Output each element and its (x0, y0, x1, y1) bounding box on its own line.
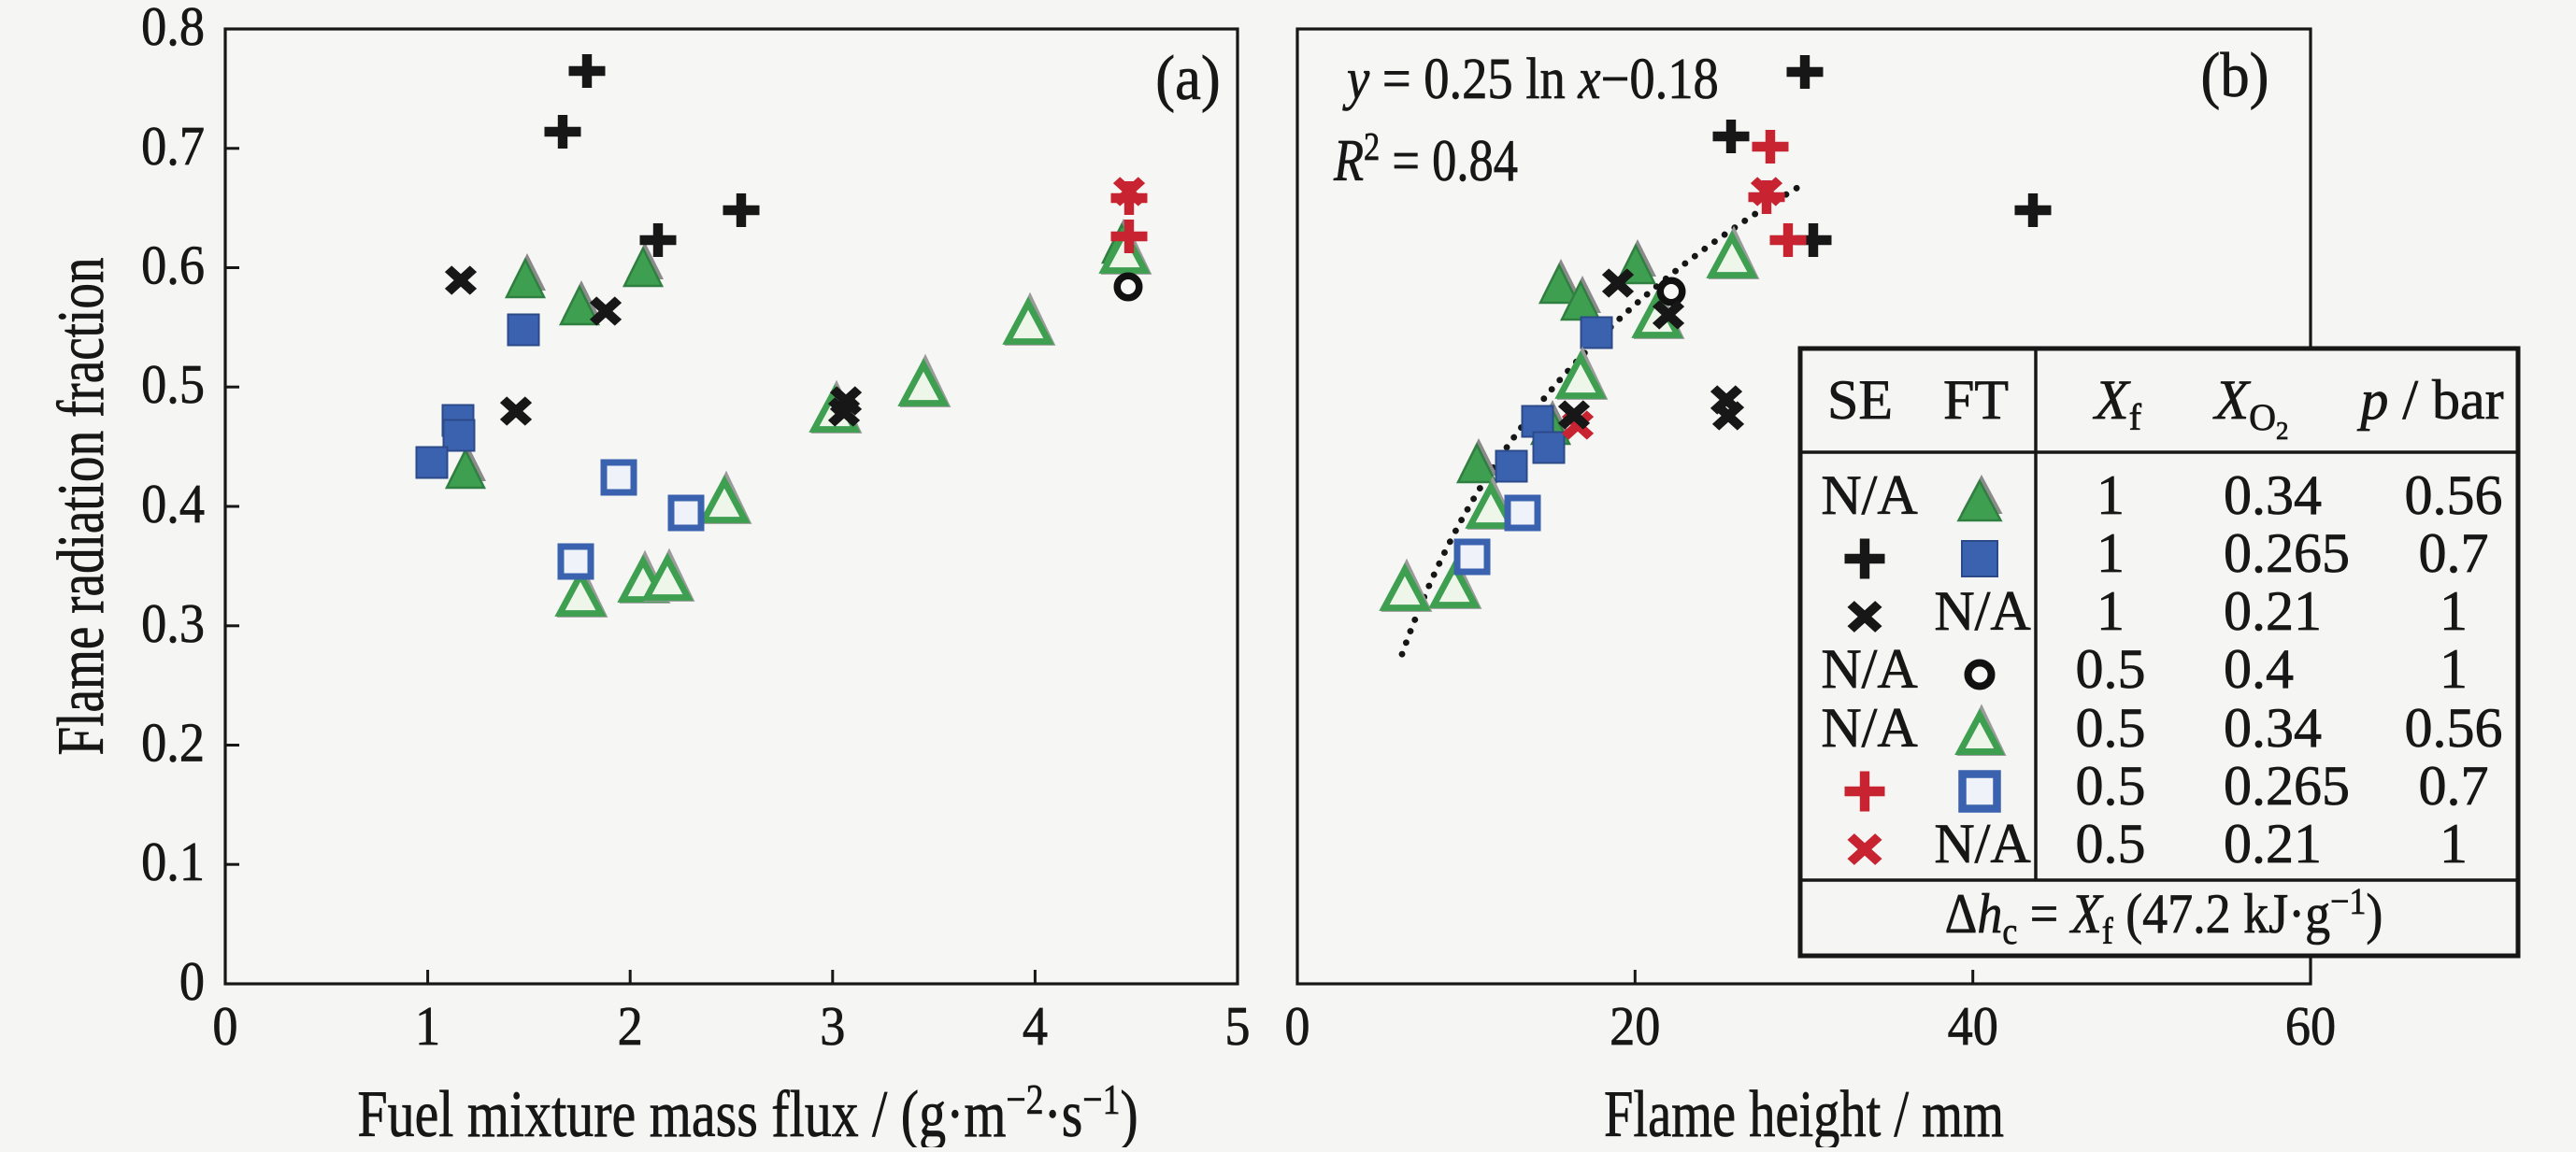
svg-text:2: 2 (618, 996, 643, 1058)
svg-text:1: 1 (2097, 522, 2125, 584)
svg-text:0.34: 0.34 (2224, 464, 2322, 526)
svg-text:60: 60 (2285, 996, 2336, 1058)
svg-text:Flame radiation fraction: Flame radiation fraction (43, 258, 117, 756)
svg-text:R2 = 0.84: R2 = 0.84 (1333, 126, 1518, 193)
svg-text:0.5: 0.5 (2076, 638, 2146, 700)
svg-text:0.5: 0.5 (2076, 697, 2146, 759)
svg-text:0.5: 0.5 (2076, 813, 2146, 875)
svg-text:N/A: N/A (1821, 638, 1917, 700)
svg-text:5: 5 (1224, 996, 1250, 1058)
svg-text:0.8: 0.8 (141, 0, 205, 58)
svg-text:(a): (a) (1155, 44, 1220, 114)
svg-text:1: 1 (2440, 638, 2468, 700)
svg-text:0.2: 0.2 (141, 712, 205, 774)
svg-text:40: 40 (1948, 996, 1998, 1058)
svg-text:3: 3 (820, 996, 845, 1058)
svg-text:0.7: 0.7 (2419, 755, 2489, 817)
svg-text:0.265: 0.265 (2224, 522, 2350, 584)
svg-text:0.21: 0.21 (2224, 580, 2322, 642)
svg-text:Xf: Xf (2093, 369, 2142, 438)
svg-text:XO2: XO2 (2212, 369, 2288, 445)
svg-text:0.21: 0.21 (2224, 813, 2322, 875)
svg-text:0.7: 0.7 (141, 116, 205, 178)
svg-text:N/A: N/A (1821, 464, 1917, 526)
svg-text:0.34: 0.34 (2224, 697, 2322, 759)
svg-text:Flame height / mm: Flame height / mm (1604, 1077, 2004, 1147)
svg-text:N/A: N/A (1934, 813, 2030, 875)
svg-text:0.56: 0.56 (2405, 697, 2503, 759)
svg-text:FT: FT (1943, 369, 2009, 431)
svg-text:0.4: 0.4 (2224, 638, 2294, 700)
svg-text:p / bar: p / bar (2356, 369, 2503, 431)
svg-text:1: 1 (2440, 580, 2468, 642)
svg-text:N/A: N/A (1934, 580, 2030, 642)
svg-text:(b): (b) (2201, 41, 2269, 111)
svg-text:1: 1 (2440, 813, 2468, 875)
svg-text:1: 1 (2097, 464, 2125, 526)
svg-text:Δhc = Xf (47.2 kJ·g−1): Δhc = Xf (47.2 kJ·g−1) (1945, 881, 2383, 952)
svg-text:0.6: 0.6 (141, 235, 205, 296)
svg-text:0.56: 0.56 (2405, 464, 2503, 526)
svg-text:SE: SE (1827, 369, 1893, 431)
svg-text:0.7: 0.7 (2419, 522, 2489, 584)
svg-text:20: 20 (1610, 996, 1660, 1058)
svg-text:0.1: 0.1 (141, 832, 205, 893)
svg-text:0.3: 0.3 (141, 593, 205, 655)
svg-text:4: 4 (1023, 996, 1048, 1058)
svg-text:y = 0.25 ln x−0.18: y = 0.25 ln x−0.18 (1342, 47, 1718, 111)
svg-text:1: 1 (415, 996, 440, 1058)
svg-text:0.265: 0.265 (2224, 755, 2350, 817)
svg-text:0.5: 0.5 (141, 354, 205, 416)
svg-text:0.5: 0.5 (2076, 755, 2146, 817)
svg-text:0: 0 (1284, 996, 1309, 1058)
svg-text:N/A: N/A (1821, 697, 1917, 759)
svg-text:1: 1 (2097, 580, 2125, 642)
svg-text:0: 0 (212, 996, 237, 1058)
svg-text:0: 0 (179, 951, 205, 1013)
svg-text:0.4: 0.4 (141, 474, 205, 535)
